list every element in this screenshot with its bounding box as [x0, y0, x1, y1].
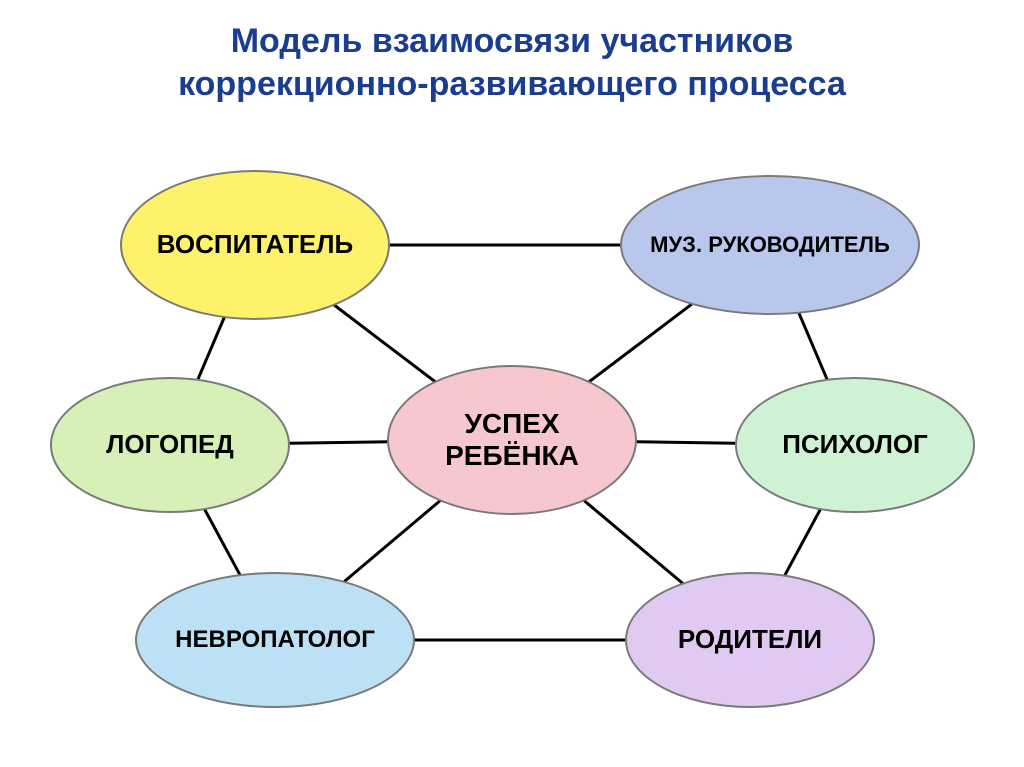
- edge-center-neuro: [345, 501, 440, 581]
- node-label-neuro: НЕВРОПАТОЛОГ: [175, 626, 375, 654]
- node-label-psych: ПСИХОЛОГ: [782, 430, 928, 460]
- node-music: МУЗ. РУКОВОДИТЕЛЬ: [620, 175, 920, 315]
- node-label-educator: ВОСПИТАТЕЛЬ: [157, 230, 353, 260]
- edge-logoped-neuro: [205, 510, 240, 574]
- node-label-music: МУЗ. РУКОВОДИТЕЛЬ: [650, 232, 890, 257]
- edge-music-psych: [799, 314, 827, 379]
- edge-center-logoped: [290, 442, 387, 443]
- node-label-logoped: ЛОГОПЕД: [106, 430, 234, 460]
- node-psych: ПСИХОЛОГ: [735, 377, 975, 513]
- edge-center-psych: [637, 442, 735, 444]
- node-logoped: ЛОГОПЕД: [50, 377, 290, 513]
- edge-center-parents: [585, 501, 683, 583]
- node-neuro: НЕВРОПАТОЛОГ: [135, 572, 415, 708]
- edge-center-educator: [335, 306, 435, 382]
- node-educator: ВОСПИТАТЕЛЬ: [120, 170, 390, 320]
- edge-psych-parents: [785, 510, 820, 575]
- edge-educator-logoped: [198, 318, 224, 379]
- node-label-center: УСПЕХ РЕБЁНКА: [445, 408, 579, 472]
- node-parents: РОДИТЕЛИ: [625, 572, 875, 708]
- node-label-parents: РОДИТЕЛИ: [678, 625, 822, 655]
- edge-center-music: [590, 305, 692, 382]
- node-center: УСПЕХ РЕБЁНКА: [387, 365, 637, 515]
